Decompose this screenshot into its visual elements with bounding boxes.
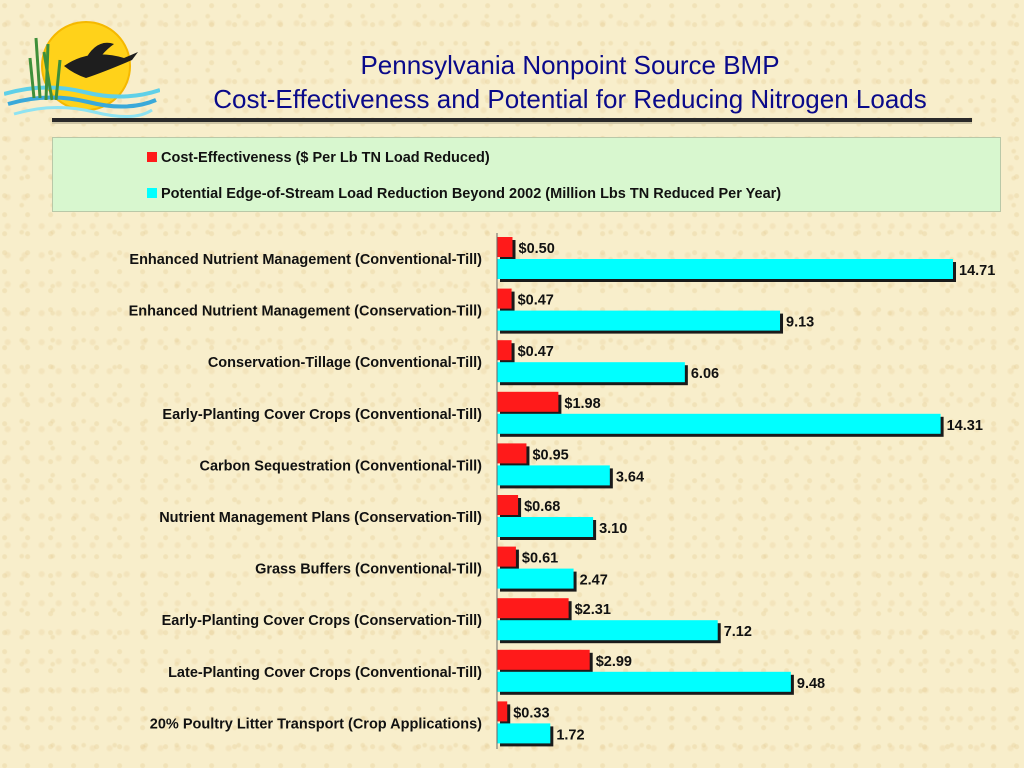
potential-data-label: 9.13: [786, 315, 814, 331]
potential-data-label: 7.12: [724, 624, 752, 640]
legend-label-potential: Potential Edge-of-Stream Load Reduction …: [161, 186, 782, 202]
potential-data-label: 2.47: [580, 573, 608, 589]
potential-data-label: 3.64: [616, 469, 644, 485]
cost-data-label: $0.95: [532, 447, 568, 463]
potential-bar: [497, 465, 610, 486]
cost-data-label: $0.61: [522, 551, 558, 567]
category-label: Early-Planting Cover Crops (Conservation…: [162, 613, 483, 629]
cost-bar: [497, 495, 519, 515]
potential-data-label: 14.71: [959, 263, 995, 279]
potential-data-label: 14.31: [947, 418, 983, 434]
category-label: Nutrient Management Plans (Conservation-…: [159, 510, 482, 526]
potential-bar: [497, 723, 551, 744]
chart-title: Pennsylvania Nonpoint Source BMP Cost-Ef…: [160, 48, 980, 116]
category-label: Conservation-Tillage (Conventional-Till): [208, 355, 482, 371]
cost-data-label: $1.98: [564, 396, 600, 412]
cost-bar: [497, 391, 559, 412]
category-label: Carbon Sequestration (Conventional-Till): [200, 458, 483, 474]
category-label: Late-Planting Cover Crops (Conventional-…: [168, 665, 482, 681]
cost-data-label: $0.47: [518, 344, 554, 360]
potential-bar: [497, 259, 954, 279]
cost-data-label: $0.50: [519, 241, 555, 257]
potential-bar: [497, 517, 594, 537]
title-line-2: Cost-Effectiveness and Potential for Red…: [213, 84, 927, 114]
legend-item-potential: Potential Edge-of-Stream Load Reduction …: [147, 186, 781, 202]
cost-bar: [497, 649, 590, 670]
legend: Cost-Effectiveness ($ Per Lb TN Load Red…: [52, 137, 1001, 212]
potential-bar: [497, 620, 718, 641]
potential-data-label: 9.48: [797, 676, 825, 692]
category-label: Grass Buffers (Conventional-Till): [255, 562, 482, 578]
potential-data-label: 1.72: [556, 727, 584, 743]
cost-data-label: $2.99: [596, 654, 632, 670]
title-line-1: Pennsylvania Nonpoint Source BMP: [360, 50, 780, 80]
legend-swatch-potential: [147, 188, 157, 198]
cost-bar: [497, 598, 569, 619]
legend-item-cost: Cost-Effectiveness ($ Per Lb TN Load Red…: [147, 150, 490, 166]
cost-bar: [497, 288, 512, 309]
cost-data-label: $0.68: [524, 499, 560, 515]
cost-data-label: $0.33: [513, 705, 549, 721]
potential-bar: [497, 671, 791, 692]
category-label: 20% Poultry Litter Transport (Crop Appli…: [150, 716, 482, 732]
category-label: Early-Planting Cover Crops (Conventional…: [162, 407, 482, 423]
potential-bar: [497, 568, 574, 589]
cost-bar: [497, 546, 516, 567]
category-label: Enhanced Nutrient Management (Convention…: [129, 252, 482, 268]
cost-bar: [497, 340, 512, 361]
potential-bar: [497, 362, 685, 383]
cost-data-label: $0.47: [518, 293, 554, 309]
title-divider: [52, 118, 972, 122]
potential-data-label: 3.10: [599, 521, 627, 537]
cost-bar: [497, 237, 513, 257]
potential-data-label: 6.06: [691, 366, 719, 382]
legend-label-cost: Cost-Effectiveness ($ Per Lb TN Load Red…: [161, 150, 490, 166]
category-label: Enhanced Nutrient Management (Conservati…: [129, 304, 483, 320]
potential-bar: [497, 413, 941, 434]
legend-swatch-cost: [147, 152, 157, 162]
cost-bar: [497, 701, 508, 722]
cost-data-label: $2.31: [575, 602, 611, 618]
potential-bar: [497, 310, 781, 331]
cost-bar: [497, 443, 527, 464]
logo-sun-bird-icon: [4, 21, 160, 118]
